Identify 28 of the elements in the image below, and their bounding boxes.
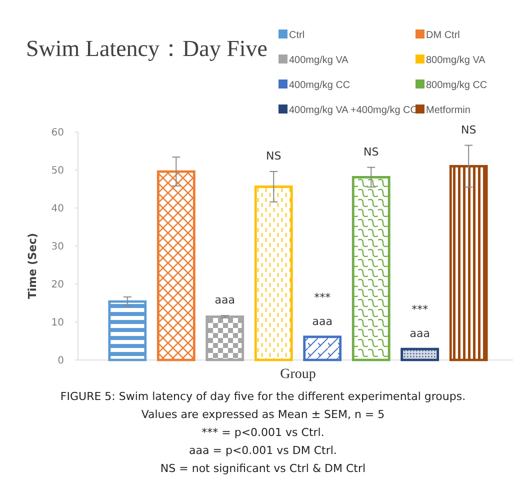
y-tick-label: 0 (58, 356, 64, 366)
data-label: *** aaa (410, 302, 430, 340)
legend-label: 800mg/kg CC (426, 80, 488, 91)
legend-label: 400mg/kg CC (289, 80, 350, 91)
text: *** = p<0.001 vs Ctrl. (202, 426, 324, 439)
caption: FIGURE 5: Swim latency of day five for the different experimental groups. (60, 390, 466, 403)
legend-label: Ctrl (289, 30, 305, 41)
data-label: NS (364, 145, 379, 158)
text: aaa = p<0.001 vs DM Ctrl. (189, 444, 337, 457)
y-tick-label: 30 (51, 242, 64, 252)
y-tick-label: 60 (51, 128, 64, 138)
legend-label: 400mg/kg VA (289, 55, 349, 66)
data-label: NS (266, 150, 282, 163)
y-tick-label: 10 (51, 318, 64, 328)
legend-label: DM Ctrl (426, 30, 460, 41)
text: NS = not significant vs Ctrl & DM Ctrl (160, 462, 366, 475)
data-label: *** aaa (312, 290, 332, 328)
text: Values are expressed as Mean ± SEM, n = 5 (141, 408, 385, 421)
y-tick-label: 40 (51, 204, 64, 214)
legend-label: Metformin (426, 105, 470, 116)
data-label: aaa (214, 294, 236, 307)
legend-label: 800mg/kg VA (426, 55, 486, 66)
chart-title: Swim Latency：Day Five (26, 36, 268, 61)
x-tick-label: Group (280, 367, 316, 382)
y-tick-label: 20 (51, 280, 64, 290)
data-label: NS (460, 123, 476, 136)
y-tick-label: 50 (51, 166, 64, 176)
y-axis-title: Time (Sec) (26, 233, 39, 299)
